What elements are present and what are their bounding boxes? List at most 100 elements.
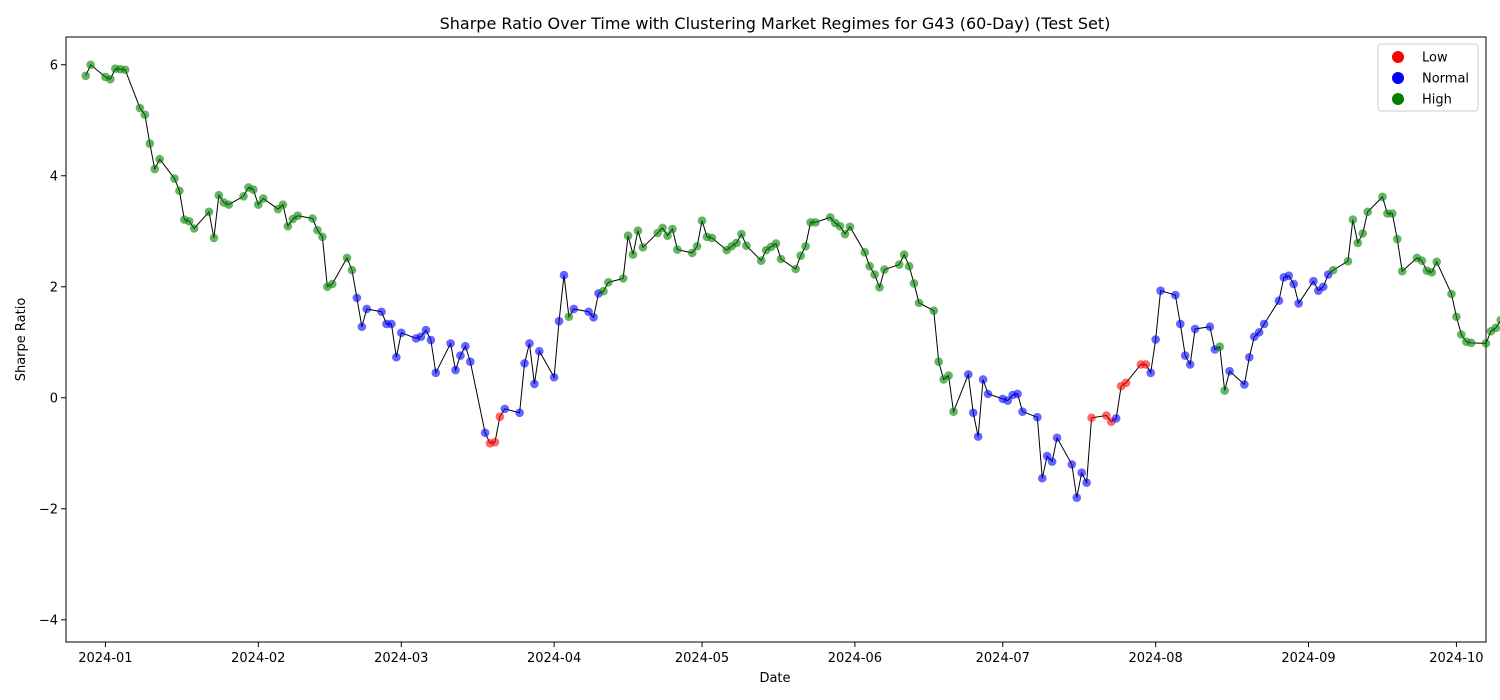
point-normal <box>1037 473 1047 483</box>
point-normal <box>357 322 367 332</box>
point-normal <box>1067 460 1077 469</box>
point-high <box>658 223 667 233</box>
point-high <box>347 265 357 275</box>
x-tick-label: 2024-06 <box>828 651 882 666</box>
point-high <box>224 200 234 209</box>
point-high <box>318 232 327 242</box>
point-high <box>599 286 608 296</box>
point-normal <box>1018 407 1027 416</box>
x-tick-label: 2024-05 <box>675 651 729 666</box>
point-high <box>106 74 115 84</box>
point-high <box>618 274 628 283</box>
point-high <box>1447 289 1456 299</box>
point-low <box>1102 411 1111 420</box>
point-high <box>189 224 199 233</box>
point-high <box>564 312 574 322</box>
point-normal <box>1225 366 1234 376</box>
x-tick-label: 2024-03 <box>374 651 428 666</box>
point-high <box>155 154 164 164</box>
point-normal <box>1185 360 1195 369</box>
y-tick-label: 6 <box>50 58 58 73</box>
point-low <box>1087 413 1096 423</box>
point-normal <box>978 375 988 384</box>
y-tick-label: 2 <box>50 280 58 295</box>
point-normal <box>1309 276 1318 286</box>
y-tick-label: −4 <box>39 613 58 628</box>
point-high <box>707 233 717 243</box>
point-high <box>140 110 150 120</box>
point-normal <box>1052 433 1062 443</box>
point-high <box>327 279 337 289</box>
point-high <box>1353 238 1363 248</box>
point-normal <box>973 432 983 441</box>
point-normal <box>416 332 426 342</box>
point-high <box>697 216 707 226</box>
point-high <box>81 71 91 81</box>
point-normal <box>1156 286 1165 295</box>
point-high <box>1358 229 1368 238</box>
y-axis-title: Sharpe Ratio <box>14 298 29 382</box>
point-high <box>796 251 805 260</box>
point-high <box>845 222 855 232</box>
point-high <box>894 260 904 269</box>
point-high <box>771 239 781 248</box>
point-high <box>668 224 677 234</box>
point-normal <box>387 319 396 329</box>
point-normal <box>1042 451 1052 461</box>
x-axis: 2024-01 2024-02 2024-03 2024-04 2024-05 2024-… <box>78 642 1484 666</box>
point-high <box>737 229 746 239</box>
point-high <box>1491 323 1500 333</box>
point-high <box>145 139 155 148</box>
point-normal <box>589 313 598 322</box>
legend-marker-low <box>1392 51 1404 63</box>
point-high <box>1378 192 1387 202</box>
point-high <box>628 250 638 259</box>
point-low <box>1141 360 1151 369</box>
point-normal <box>466 357 475 367</box>
point-high <box>1452 312 1461 322</box>
x-tick-label: 2024-01 <box>78 651 132 666</box>
point-high <box>313 225 322 235</box>
point-normal <box>554 316 564 326</box>
point-normal <box>1047 457 1057 466</box>
point-normal <box>525 339 534 348</box>
point-high <box>1388 209 1397 218</box>
point-high <box>170 174 179 183</box>
point-high <box>150 164 160 174</box>
point-normal <box>1111 414 1121 423</box>
point-high <box>204 207 214 217</box>
point-high <box>909 279 919 288</box>
point-high <box>1466 338 1476 348</box>
point-normal <box>535 346 544 356</box>
point-high <box>1397 266 1407 276</box>
legend-marker-high <box>1392 93 1404 105</box>
plot-area <box>65 36 1487 643</box>
x-tick-label: 2024-04 <box>527 651 581 666</box>
point-high <box>633 226 643 236</box>
point-high <box>1481 339 1491 348</box>
data-points <box>81 60 1500 502</box>
point-normal <box>421 325 431 335</box>
point-high <box>253 200 263 209</box>
point-normal <box>500 404 510 414</box>
point-high <box>1343 256 1353 266</box>
point-high <box>865 261 874 271</box>
point-high <box>1215 342 1225 352</box>
point-high <box>135 103 145 113</box>
point-normal <box>1146 368 1156 378</box>
point-normal <box>1077 468 1086 478</box>
point-high <box>756 256 766 265</box>
point-high <box>209 233 219 243</box>
point-normal <box>480 428 490 438</box>
point-normal <box>963 370 973 379</box>
point-high <box>692 241 702 251</box>
point-high <box>791 264 801 274</box>
point-high <box>944 371 953 380</box>
point-normal <box>983 389 993 399</box>
point-normal <box>530 379 539 389</box>
point-high <box>1427 268 1437 277</box>
point-high <box>184 216 194 226</box>
point-normal <box>392 352 401 362</box>
point-high <box>214 190 224 200</box>
